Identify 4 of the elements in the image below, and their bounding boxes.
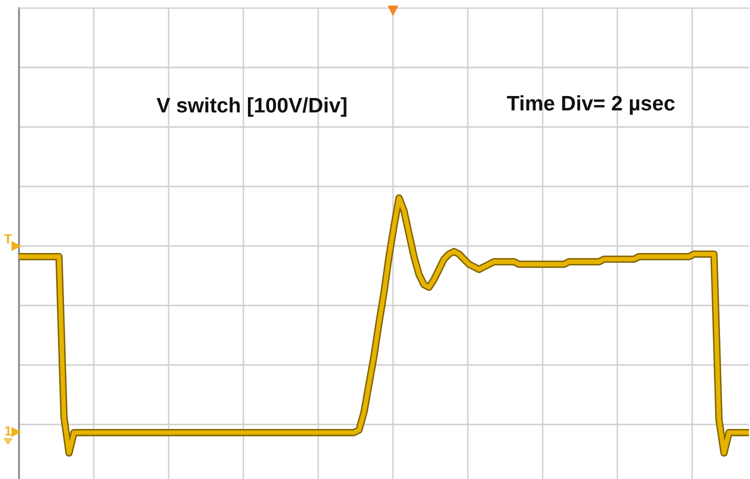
text: 1 bbox=[5, 426, 12, 436]
text: Time Div= 2 µsec bbox=[506, 95, 675, 115]
text: T bbox=[4, 234, 12, 244]
text: V switch [100V/Div] bbox=[156, 97, 346, 117]
